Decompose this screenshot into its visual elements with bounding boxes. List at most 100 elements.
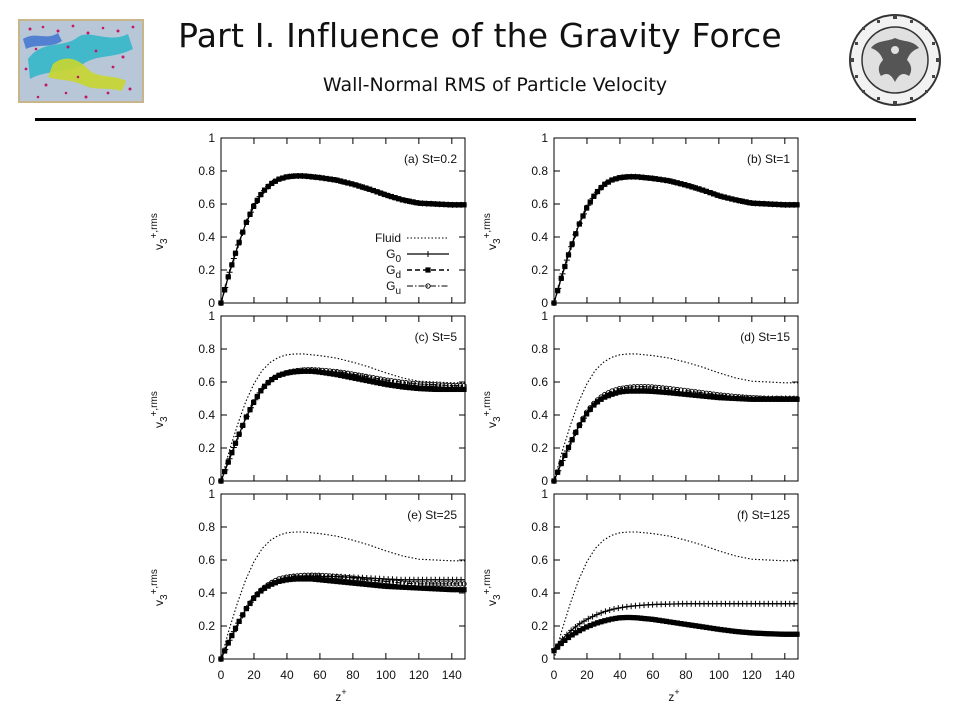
- legend-label: Gd: [386, 263, 401, 281]
- data-point-Gd: [446, 386, 453, 393]
- data-point-Gd: [667, 178, 673, 184]
- x-tick-label: 0: [218, 668, 225, 682]
- y-tick-label: 0.2: [198, 441, 215, 455]
- data-point-Gu: [425, 283, 431, 289]
- data-point-Gd: [591, 621, 597, 627]
- data-point-G0: [623, 603, 630, 610]
- x-tick-label: 60: [313, 668, 327, 682]
- data-point-Gd: [580, 213, 586, 219]
- data-point-Gd: [598, 396, 604, 402]
- y-tick-label: 0.8: [531, 164, 548, 178]
- data-point-Gd: [443, 586, 449, 593]
- y-tick-label: 0.2: [531, 619, 548, 633]
- series-Gd: [218, 173, 467, 306]
- legend-label: G0: [386, 247, 401, 265]
- data-point-Gd: [779, 202, 786, 208]
- y-tick-label: 0.8: [531, 520, 548, 534]
- data-point-Gd: [436, 586, 442, 592]
- data-point-Gd: [584, 205, 590, 211]
- data-point-Gd: [747, 630, 753, 636]
- panel-label: (a) St=0.2: [404, 152, 457, 166]
- data-point-Gd: [377, 190, 384, 196]
- data-point-Gd: [305, 576, 311, 582]
- data-point-Gd: [396, 196, 402, 202]
- data-point-G0: [458, 576, 465, 583]
- data-point-Gd: [222, 468, 228, 475]
- series-line-Gd: [553, 390, 798, 482]
- data-point-Gd: [631, 174, 637, 180]
- data-point-Gd: [301, 368, 308, 374]
- data-point-Gd: [729, 196, 735, 202]
- data-point-Gd: [370, 379, 376, 385]
- y-tick-label: 0.6: [531, 375, 548, 389]
- data-point-Gd: [631, 388, 637, 394]
- data-point-Gd: [616, 389, 622, 395]
- data-point-Gd: [261, 585, 268, 591]
- data-point-Gd: [454, 587, 460, 593]
- data-point-Gd: [652, 176, 659, 182]
- data-point-Gd: [587, 199, 593, 205]
- x-tick-label: 120: [409, 668, 429, 682]
- data-point-Gd: [627, 614, 633, 621]
- data-point-Gd: [623, 388, 630, 394]
- data-point-Gd: [269, 581, 275, 587]
- y-tick-label: 0: [208, 296, 215, 310]
- data-point-Gd: [454, 202, 460, 208]
- data-point-Gd: [681, 182, 688, 188]
- data-point-Gd: [605, 393, 612, 399]
- plot-frame: [220, 137, 466, 304]
- data-point-Gd: [551, 648, 557, 654]
- data-point-Gd: [428, 386, 434, 392]
- data-point-Gd: [721, 627, 728, 633]
- data-point-Gd: [319, 369, 326, 376]
- x-tick-label: 80: [346, 668, 360, 682]
- data-point-Gd: [417, 386, 424, 392]
- data-point-Gd: [421, 386, 427, 392]
- data-point-Gd: [787, 631, 793, 637]
- data-point-Gd: [327, 370, 333, 377]
- series-Fluid: [553, 175, 798, 304]
- data-point-Gd: [327, 176, 333, 182]
- y-tick-label: 0.6: [531, 553, 548, 567]
- data-point-Gd: [790, 396, 796, 402]
- data-point-Gd: [674, 180, 680, 186]
- data-point-Gu: [435, 581, 442, 587]
- y-tick-label: 0: [541, 296, 548, 310]
- panel-label: (d) St=15: [740, 330, 790, 344]
- data-point-Gd: [605, 617, 612, 623]
- data-point-Gd: [787, 202, 793, 208]
- data-point-G0: [576, 620, 583, 627]
- data-point-Gd: [634, 388, 641, 394]
- y-tick-label: 1: [541, 309, 548, 323]
- data-point-Gd: [287, 576, 293, 583]
- data-point-Gd: [616, 615, 622, 621]
- data-point-G0: [572, 623, 579, 630]
- data-point-Gd: [254, 592, 260, 598]
- data-point-Gd: [736, 198, 742, 204]
- x-tick-label: 80: [679, 668, 693, 682]
- data-point-Gd: [584, 411, 590, 417]
- data-point-Gd: [276, 372, 282, 378]
- data-point-Gd: [407, 584, 413, 591]
- data-point-Gd: [236, 239, 242, 245]
- data-point-Gd: [323, 370, 329, 376]
- data-point-Gd: [776, 631, 782, 637]
- data-point-Gu: [363, 576, 369, 583]
- data-point-Gd: [783, 202, 789, 208]
- data-point-Gd: [750, 396, 757, 402]
- data-point-Gd: [247, 407, 253, 413]
- data-point-Gd: [667, 390, 673, 396]
- data-point-Gd: [591, 402, 597, 408]
- data-point-Gd: [265, 380, 271, 386]
- data-point-Gd: [685, 183, 691, 189]
- data-point-Gd: [392, 584, 398, 590]
- data-point-Gd: [692, 185, 699, 191]
- y-tick-label: 0.4: [531, 408, 548, 422]
- series-Fluid: [553, 353, 798, 482]
- series-line-G0: [553, 388, 798, 482]
- data-point-Gd: [602, 394, 608, 400]
- y-axis-label: v3+,rms: [149, 569, 170, 606]
- data-point-Gd: [258, 388, 264, 394]
- data-point-Gd: [605, 179, 612, 185]
